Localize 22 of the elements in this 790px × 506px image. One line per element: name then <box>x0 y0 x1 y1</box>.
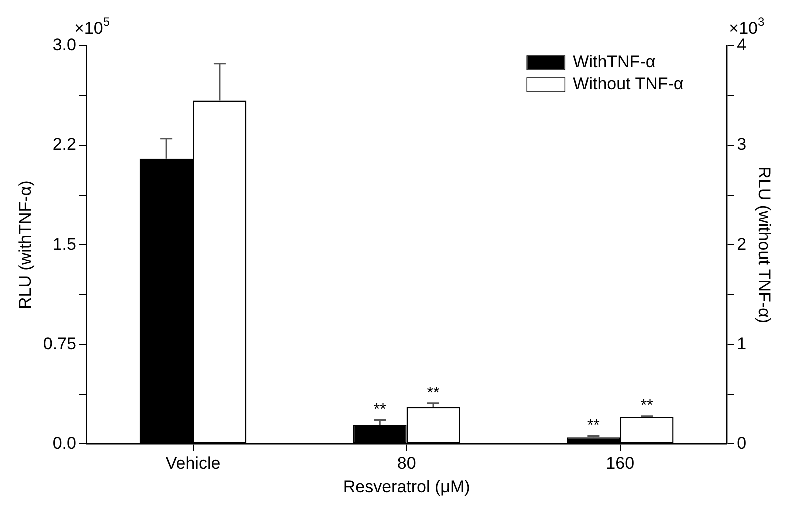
y-tick-label: 0.75 <box>43 334 76 354</box>
annotation: ** <box>640 398 654 415</box>
annotation: ** <box>427 384 440 402</box>
y2-axis-title: RLU (without TNF-α) <box>755 166 774 324</box>
annotation: ** <box>587 418 600 435</box>
y-axis-title: RLU (withTNF-α) <box>16 180 35 310</box>
legend-label: Without TNF-α <box>573 74 684 94</box>
y2-tick-label: 2 <box>737 234 747 254</box>
y-tick-label: 3.0 <box>52 36 76 55</box>
y2-tick-label: 4 <box>737 36 747 55</box>
y-tick-label: 2.2 <box>52 135 76 154</box>
x-tick-label: 160 <box>606 454 635 474</box>
x-axis-title: Resveratrol (μM) <box>343 477 470 496</box>
annotation: ** <box>374 402 386 419</box>
y-tick-label: 1.5 <box>52 234 76 254</box>
legend-label: WithTNF-α <box>573 52 656 72</box>
y2-tick-label: 1 <box>737 334 747 354</box>
x-tick-label: 80 <box>397 454 416 474</box>
y2-tick-label: 3 <box>737 135 747 154</box>
y-tick-label: 0.0 <box>52 434 76 453</box>
y2-tick-label: 0 <box>737 434 747 453</box>
x-tick-label: Vehicle <box>166 454 221 474</box>
